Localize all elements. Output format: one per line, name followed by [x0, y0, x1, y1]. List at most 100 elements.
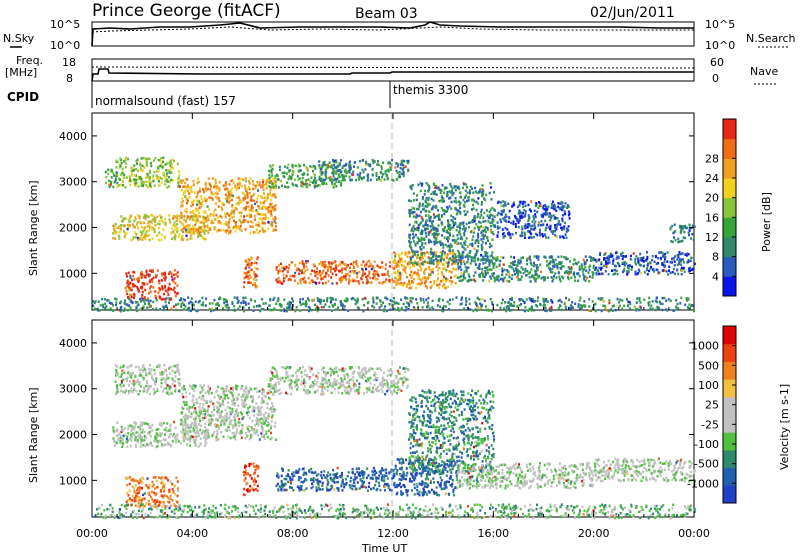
velocity-colorbar-tick-3: 25 — [705, 399, 719, 412]
power-colorbar-label: Power [dB] — [760, 192, 773, 252]
velocity-region-8 — [455, 462, 595, 490]
nsky-trace — [91, 21, 694, 47]
power-colorbar-seg-5 — [723, 178, 736, 199]
nave-trace — [91, 66, 695, 69]
frequency-strip: Freq. [MHz] 18 8 60 0 Nave CPID normalso… — [5, 54, 778, 108]
time-axis: 00:00 04:00 08:00 12:00 16:00 20:00 00:00 — [76, 113, 710, 540]
velocity-ytick-0: 1000 — [59, 474, 87, 487]
power-ytick-0: 1000 — [59, 267, 87, 280]
velocity-yticks: 1000 2000 3000 4000 — [59, 337, 694, 487]
velocity-colorbar-label: Velocity [m s-1] — [778, 384, 791, 470]
x-tick-6: 00:00 — [678, 527, 710, 540]
velocity-region-7 — [408, 389, 496, 474]
noise-strip: N.Sky 10^5 10^0 10^5 10^0 N.Search — [3, 18, 796, 52]
velocity-region-1 — [112, 420, 210, 449]
power-ytick-1: 2000 — [59, 222, 87, 235]
cpid-program-1: normalsound (fast) 157 — [95, 94, 236, 108]
freq-label: Freq. — [16, 54, 43, 67]
power-region-0 — [115, 156, 182, 189]
freq-unit: [MHz] — [5, 66, 37, 79]
nave-label: Nave — [750, 65, 778, 78]
power-region-3 — [104, 168, 119, 189]
velocity-colorbar: 1000 500 100 25 -25 -100 -500 -1000 — [687, 325, 737, 504]
x-tick-5: 20:00 — [578, 527, 610, 540]
power-colorbar-seg-2 — [723, 237, 736, 258]
station-title: Prince George (fitACF) — [92, 1, 281, 21]
velocity-colorbar-tick-4: -25 — [701, 418, 719, 431]
power-colorbar: 4 8 12 16 20 24 28 — [705, 118, 737, 297]
power-colorbar-tick-2: 12 — [705, 231, 719, 244]
velocity-colorbar-seg-5 — [723, 396, 736, 415]
x-tick-1: 04:00 — [176, 527, 208, 540]
velocity-colorbar-tick-6: -500 — [694, 458, 719, 471]
velocity-colorbar-seg-3 — [723, 432, 736, 451]
velocity-region-0 — [114, 363, 182, 396]
velocity-ylabel: Slant Range [km] — [27, 387, 40, 483]
cpid-label: CPID — [7, 90, 39, 104]
velocity-colorbar-seg-8 — [723, 343, 736, 362]
velocity-ytick-2: 3000 — [59, 383, 87, 396]
power-colorbar-seg-6 — [723, 158, 736, 179]
power-colorbar-tick-5: 24 — [705, 172, 719, 185]
power-region-1 — [112, 213, 209, 242]
velocity-panel: Slant Range [km] 1000 2000 3000 4000 1000 50… — [27, 319, 791, 520]
velocity-colorbar-seg-1 — [723, 467, 736, 486]
velocity-colorbar-seg-6 — [723, 379, 736, 398]
velocity-region-2 — [179, 384, 277, 442]
freq-trace — [91, 68, 694, 82]
power-region-15 — [92, 296, 695, 313]
power-colorbar-tick-3: 16 — [705, 211, 719, 224]
power-colorbar-seg-7 — [723, 138, 736, 159]
noise-right-tick-high: 10^5 — [705, 18, 735, 31]
cpid-program-2: themis 3300 — [393, 83, 468, 97]
power-colorbar-tick-6: 28 — [705, 152, 719, 165]
beam-title: Beam 03 — [355, 6, 418, 22]
nave-right-tick-high: 60 — [710, 56, 724, 69]
power-region-2 — [180, 177, 278, 235]
velocity-region-11 — [94, 503, 696, 520]
nave-right-tick-low: 0 — [712, 72, 719, 85]
velocity-colorbar-tick-1: 500 — [698, 359, 719, 372]
power-region-11 — [456, 255, 595, 283]
power-region-5 — [318, 158, 410, 182]
power-ytick-2: 3000 — [59, 176, 87, 189]
power-region-7 — [243, 256, 259, 289]
velocity-colorbar-seg-2 — [723, 449, 736, 469]
velocity-colorbar-tick-5: -100 — [694, 438, 719, 451]
power-region-6 — [124, 269, 179, 301]
velocity-region-10 — [267, 365, 410, 396]
date-title: 02/Jun/2011 — [590, 5, 675, 21]
power-ytick-3: 4000 — [59, 130, 87, 143]
velocity-ytick-3: 4000 — [59, 337, 87, 350]
power-region-10 — [408, 181, 496, 267]
velocity-colorbar-seg-0 — [723, 485, 736, 504]
velocity-colorbar-seg-9 — [723, 326, 736, 345]
power-colorbar-seg-8 — [723, 119, 736, 140]
power-colorbar-seg-4 — [723, 197, 736, 218]
power-colorbar-seg-1 — [723, 256, 736, 277]
noise-left-tick-low: 10^0 — [50, 39, 80, 52]
x-tick-0: 00:00 — [76, 527, 108, 540]
power-colorbar-seg-3 — [723, 217, 736, 238]
velocity-colorbar-seg-4 — [723, 414, 736, 433]
noise-left-tick-high: 10^5 — [50, 18, 80, 31]
power-region-12 — [594, 251, 696, 276]
power-yticks: 1000 2000 3000 4000 — [59, 130, 694, 280]
x-axis-label: Time UT — [361, 542, 407, 554]
power-colorbar-seg-0 — [723, 276, 736, 297]
power-colorbar-tick-0: 4 — [712, 270, 719, 283]
velocity-region-9 — [593, 457, 696, 483]
velocity-colorbar-tick-0: 1000 — [691, 340, 719, 353]
velocity-colorbar-tick-2: 100 — [698, 379, 719, 392]
power-panel: Slant Range [km] 1000 2000 3000 4000 4 8 12 16… — [27, 112, 773, 313]
velocity-cells — [94, 363, 696, 520]
nsearch-label: N.Search — [746, 32, 796, 45]
velocity-region-4 — [242, 462, 260, 497]
nsky-label: N.Sky — [3, 32, 35, 45]
freq-left-tick-high: 18 — [62, 56, 76, 69]
power-region-13 — [493, 200, 571, 240]
x-tick-2: 08:00 — [277, 527, 309, 540]
x-tick-4: 16:00 — [477, 527, 509, 540]
velocity-region-5 — [275, 466, 403, 492]
